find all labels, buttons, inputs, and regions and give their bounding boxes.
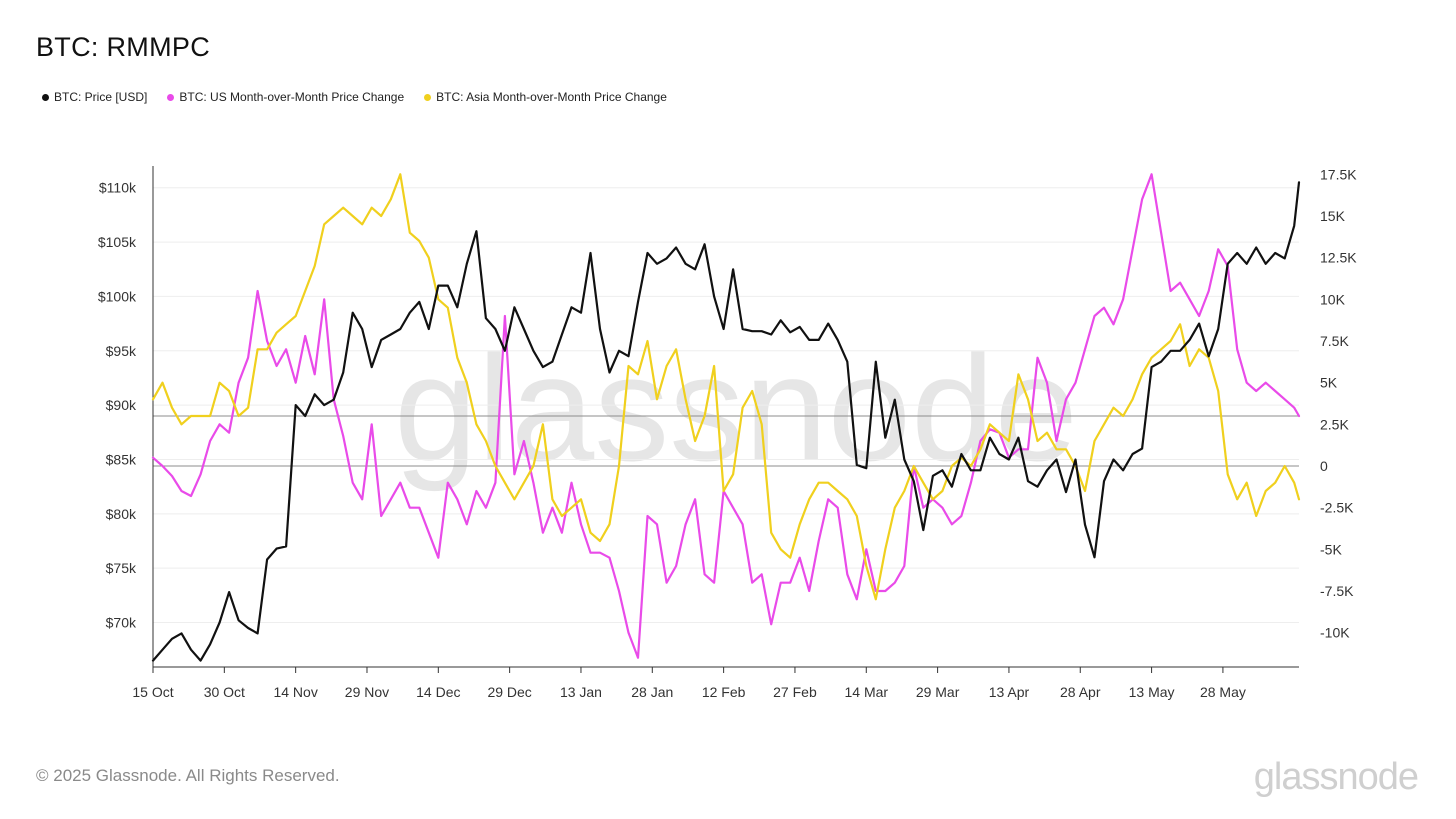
x-tick-label: 12 Feb bbox=[702, 684, 746, 700]
y-right-tick-label: 10K bbox=[1320, 291, 1346, 307]
legend-item-us[interactable]: BTC: US Month-over-Month Price Change bbox=[167, 90, 404, 104]
y-right-tick-label: 7.5K bbox=[1320, 333, 1349, 349]
legend-item-price[interactable]: BTC: Price [USD] bbox=[42, 90, 147, 104]
y-right-tick-label: -2.5K bbox=[1320, 500, 1354, 516]
y-right-tick-label: -10K bbox=[1320, 625, 1350, 641]
x-tick-label: 28 May bbox=[1200, 684, 1246, 700]
legend: BTC: Price [USD] BTC: US Month-over-Mont… bbox=[42, 90, 667, 104]
chart-title: BTC: RMMPC bbox=[36, 32, 210, 62]
legend-dot-price bbox=[42, 93, 49, 101]
x-tick-label: 28 Apr bbox=[1060, 684, 1101, 700]
legend-label-asia: BTC: Asia Month-over-Month Price Change bbox=[436, 90, 667, 104]
y-left-tick-label: $70k bbox=[106, 615, 137, 631]
y-right-tick-label: 17.5K bbox=[1320, 166, 1357, 182]
x-tick-label: 13 Jan bbox=[560, 684, 602, 700]
x-tick-label: 28 Jan bbox=[631, 684, 673, 700]
brand-logo: glassnode bbox=[1253, 756, 1419, 798]
y-left-tick-label: $85k bbox=[106, 451, 137, 467]
legend-label-us: BTC: US Month-over-Month Price Change bbox=[179, 90, 405, 104]
series-line-price bbox=[151, 181, 1301, 662]
copyright-text: © 2025 Glassnode. All Rights Reserved. bbox=[36, 766, 340, 785]
y-right-tick-label: 15K bbox=[1320, 208, 1346, 224]
x-tick-label: 29 Dec bbox=[487, 684, 531, 700]
x-tick-label: 14 Mar bbox=[844, 684, 888, 700]
y-right-tick-label: 12.5K bbox=[1320, 250, 1357, 266]
legend-dot-us bbox=[167, 93, 175, 101]
y-right-tick-label: 5K bbox=[1320, 375, 1338, 391]
y-left-tick-label: $110k bbox=[99, 180, 137, 196]
x-tick-label: 13 Apr bbox=[989, 684, 1030, 700]
y-right-tick-label: -7.5K bbox=[1320, 583, 1354, 599]
legend-item-asia[interactable]: BTC: Asia Month-over-Month Price Change bbox=[424, 90, 667, 104]
y-right-tick-label: 2.5K bbox=[1320, 416, 1349, 432]
x-tick-label: 15 Oct bbox=[132, 684, 173, 700]
y-left-tick-label: $90k bbox=[106, 397, 137, 413]
series-line-asia bbox=[151, 173, 1301, 601]
x-tick-label: 13 May bbox=[1129, 684, 1175, 700]
y-left-tick-label: $80k bbox=[106, 506, 137, 522]
x-tick-label: 30 Oct bbox=[204, 684, 245, 700]
legend-dot-asia bbox=[424, 93, 432, 101]
legend-label-price: BTC: Price [USD] bbox=[54, 90, 148, 104]
x-tick-label: 14 Dec bbox=[416, 684, 460, 700]
series-line-us bbox=[151, 173, 1301, 659]
y-left-tick-label: $100k bbox=[98, 288, 137, 304]
y-left-tick-label: $105k bbox=[98, 234, 137, 250]
y-left-tick-label: $95k bbox=[106, 343, 137, 359]
y-right-tick-label: 0 bbox=[1320, 458, 1328, 474]
y-left-tick-label: $75k bbox=[106, 560, 137, 576]
x-tick-label: 29 Mar bbox=[916, 684, 960, 700]
y-right-tick-label: -5K bbox=[1320, 541, 1342, 557]
x-tick-label: 14 Nov bbox=[273, 684, 317, 700]
x-tick-label: 27 Feb bbox=[773, 684, 817, 700]
x-tick-label: 29 Nov bbox=[345, 684, 389, 700]
